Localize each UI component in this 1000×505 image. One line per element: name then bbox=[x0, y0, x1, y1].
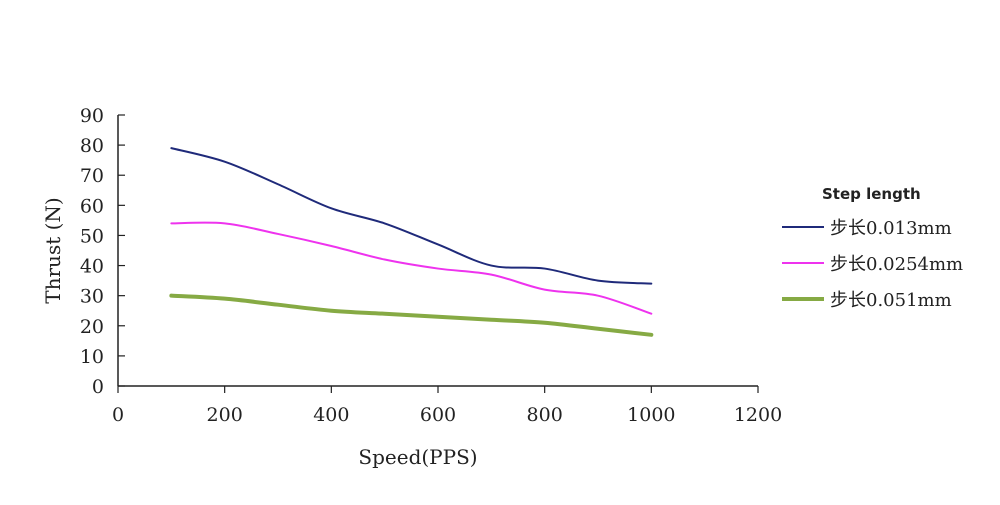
legend-label-2: 步长0.0254mm bbox=[830, 254, 963, 275]
x-ticks: 0 200 400 600 800 1000 1200 bbox=[112, 386, 782, 426]
y-tick-label: 50 bbox=[80, 225, 104, 247]
series-line-1 bbox=[170, 147, 653, 285]
series-lines bbox=[169, 147, 654, 337]
legend-title: Step length bbox=[822, 185, 921, 203]
y-ticks: 0 10 20 30 40 50 60 70 80 90 bbox=[80, 105, 125, 398]
legend: Step length 步长0.013mm 步长0.0254mm 步长0.051mm bbox=[782, 185, 963, 311]
x-axis-title: Speed(PPS) bbox=[358, 445, 477, 469]
x-tick-label: 1000 bbox=[627, 404, 675, 426]
x-tick-label: 800 bbox=[527, 404, 563, 426]
y-tick-label: 30 bbox=[80, 286, 104, 308]
x-tick-label: 0 bbox=[112, 404, 124, 426]
legend-label-1: 步长0.013mm bbox=[830, 218, 952, 239]
y-tick-label: 70 bbox=[80, 165, 104, 187]
x-tick-label: 600 bbox=[420, 404, 456, 426]
y-tick-label: 80 bbox=[80, 135, 104, 157]
y-tick-label: 0 bbox=[92, 376, 104, 398]
y-tick-label: 20 bbox=[80, 316, 104, 338]
legend-items: 步长0.013mm 步长0.0254mm 步长0.051mm bbox=[782, 218, 963, 311]
y-tick-label: 60 bbox=[80, 195, 104, 217]
series-line-2 bbox=[170, 221, 653, 315]
legend-label-3: 步长0.051mm bbox=[830, 290, 952, 311]
x-tick-label: 1200 bbox=[734, 404, 782, 426]
y-tick-label: 90 bbox=[80, 105, 104, 127]
series-line-3 bbox=[169, 293, 654, 337]
x-tick-label: 400 bbox=[313, 404, 349, 426]
plot-area: 0 10 20 30 40 50 60 70 80 90 0 200 400 600 800 1000 120… bbox=[80, 105, 782, 426]
y-axis-title: Thrust (N) bbox=[41, 197, 65, 303]
y-tick-label: 10 bbox=[80, 346, 104, 368]
y-tick-label: 40 bbox=[80, 256, 104, 278]
x-tick-label: 200 bbox=[207, 404, 243, 426]
